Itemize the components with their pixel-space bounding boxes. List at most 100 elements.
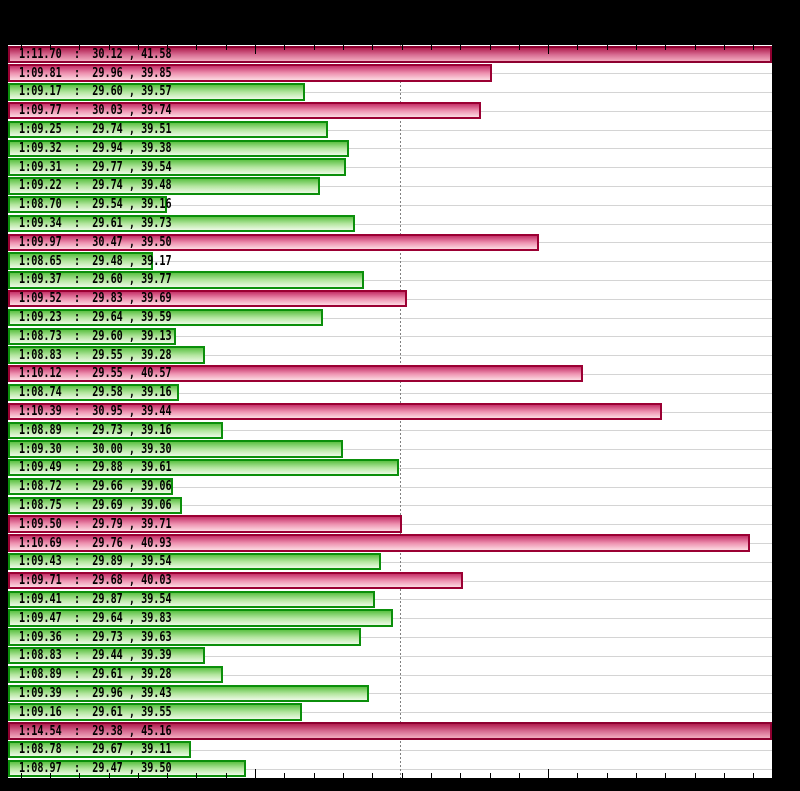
minor-tick-top (489, 45, 491, 50)
lap-bar (8, 64, 493, 82)
gridline (8, 148, 772, 150)
lap-bar (8, 722, 772, 740)
minor-tick-bot (49, 773, 51, 778)
lap-bar (8, 365, 584, 383)
minor-tick-bot (196, 773, 198, 778)
minor-tick-bot (460, 773, 462, 778)
lap-bar (8, 684, 370, 702)
minor-tick-top (225, 45, 227, 50)
major-tick-top (255, 45, 256, 54)
lap-bar (8, 195, 168, 214)
gridline (8, 279, 772, 281)
minor-tick-top (167, 45, 169, 50)
minor-tick-bot (518, 773, 520, 778)
lap-bar (8, 590, 376, 609)
minor-tick-bot (225, 773, 227, 778)
minor-tick-top (137, 45, 139, 50)
major-tick-bot (255, 769, 256, 778)
minor-tick-top (723, 45, 725, 50)
major-tick-bot (548, 769, 550, 778)
minor-tick-top (460, 45, 462, 50)
lap-bar (8, 665, 223, 684)
lap-bar (8, 402, 663, 421)
minor-tick-bot (401, 773, 403, 778)
gridline (8, 637, 772, 639)
lap-bar (8, 271, 364, 289)
lap-bar (8, 496, 182, 515)
minor-tick-top (753, 45, 755, 50)
minor-tick-top (518, 45, 520, 50)
minor-tick-top (372, 45, 374, 50)
lap-bar (8, 346, 206, 364)
gridline (8, 392, 772, 394)
lap-bar (8, 647, 206, 665)
minor-tick-bot (284, 773, 286, 778)
minor-tick-top (284, 45, 286, 50)
lap-bar (8, 759, 247, 778)
lap-bar (8, 534, 751, 552)
minor-tick-top (196, 45, 198, 50)
gridline (8, 449, 772, 451)
lap-bar (8, 252, 153, 270)
minor-tick-bot (343, 773, 344, 778)
minor-tick-top (49, 45, 51, 50)
minor-tick-top (694, 45, 696, 50)
lap-bar (8, 83, 305, 101)
gridline (8, 693, 772, 695)
gridline (8, 261, 772, 263)
lap-bar (8, 628, 361, 646)
minor-tick-bot (636, 773, 637, 778)
lap-bar (8, 120, 329, 139)
gridline (8, 486, 772, 488)
minor-tick-bot (313, 773, 315, 778)
lap-bar (8, 158, 346, 176)
lap-bar (8, 553, 382, 571)
lap-bar (8, 101, 481, 120)
minor-tick-bot (753, 773, 755, 778)
minor-tick-top (313, 45, 315, 50)
lap-bar (8, 233, 540, 251)
lap-bar (8, 515, 402, 533)
major-tick-top (548, 45, 550, 54)
gridline (8, 599, 772, 601)
minor-tick-top (108, 45, 110, 50)
lap-bar (8, 477, 173, 496)
minor-tick-bot (108, 773, 110, 778)
lap-bar (8, 214, 355, 233)
gridline (8, 167, 772, 169)
lap-bar (8, 327, 176, 345)
gridline (8, 185, 772, 187)
gridline (8, 91, 772, 93)
minor-tick-bot (167, 773, 169, 778)
minor-tick-top (401, 45, 403, 50)
minor-tick-bot (694, 773, 696, 778)
minor-tick-bot (79, 773, 81, 778)
gridline (8, 768, 772, 770)
minor-tick-bot (723, 773, 725, 778)
minor-tick-top (606, 45, 608, 50)
lap-bar (8, 139, 349, 157)
lap-bar (8, 308, 323, 327)
minor-tick-top (577, 45, 579, 50)
gridline (8, 223, 772, 225)
gridline (8, 655, 772, 657)
gridline (8, 129, 772, 131)
minor-tick-bot (665, 773, 667, 778)
minor-tick-bot (20, 773, 22, 778)
gridline (8, 749, 772, 751)
minor-tick-bot (430, 773, 432, 778)
lap-bar (8, 703, 302, 721)
gridline (8, 317, 772, 319)
minor-tick-top (430, 45, 432, 50)
minor-tick-top (665, 45, 667, 50)
minor-tick-top (636, 45, 637, 50)
gridline (8, 355, 772, 357)
lap-bar (8, 177, 320, 195)
gridline (8, 505, 772, 507)
minor-tick-bot (372, 773, 374, 778)
lap-bar (8, 459, 399, 477)
gridline (8, 204, 772, 206)
minor-tick-top (20, 45, 22, 50)
minor-tick-top (343, 45, 344, 50)
gridline (8, 430, 772, 432)
